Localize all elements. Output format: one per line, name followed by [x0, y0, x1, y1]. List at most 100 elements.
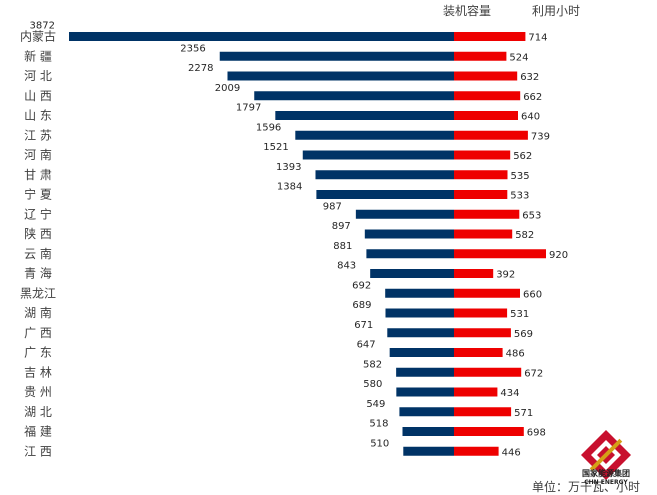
hours-value-label: 446	[502, 447, 521, 458]
hours-bar	[454, 308, 508, 318]
hours-value-label: 582	[515, 230, 534, 241]
hours-value-label: 672	[524, 368, 543, 379]
capacity-bar	[315, 170, 454, 180]
capacity-bar	[316, 190, 454, 199]
hours-bar	[454, 170, 508, 180]
capacity-value-label: 671	[354, 320, 373, 331]
capacity-value-label: 1384	[277, 182, 302, 193]
capacity-value-label: 881	[333, 241, 352, 252]
hours-bar	[454, 51, 507, 61]
hours-bar	[454, 229, 513, 239]
hours-value-label: 632	[520, 72, 539, 83]
capacity-bar	[402, 427, 454, 436]
capacity-value-label: 647	[357, 340, 376, 351]
unit-label: 单位：万千瓦、小时	[532, 480, 641, 494]
capacity-value-label: 3872	[30, 21, 55, 32]
capacity-value-label: 2278	[188, 63, 213, 74]
category-label: 湖 南	[24, 305, 52, 320]
category-label: 河 北	[24, 69, 52, 83]
hours-bar	[454, 427, 524, 436]
category-label: 广 西	[24, 326, 52, 340]
hours-value-label: 920	[549, 250, 568, 261]
capacity-value-label: 1521	[263, 142, 288, 153]
category-label: 青 海	[24, 266, 52, 281]
hours-bar	[454, 71, 518, 81]
hours-bar	[454, 367, 522, 377]
capacity-bar	[69, 32, 454, 41]
capacity-bar	[387, 328, 454, 338]
category-label: 湖 北	[24, 404, 52, 419]
capacity-bar	[302, 150, 454, 160]
hours-value-label: 653	[522, 210, 541, 221]
hours-value-label: 739	[531, 131, 550, 142]
capacity-value-label: 580	[363, 379, 382, 390]
category-label: 广 东	[24, 346, 52, 360]
capacity-bar	[385, 308, 454, 318]
hours-bar	[454, 91, 521, 101]
legend-capacity: 装机容量	[443, 3, 491, 18]
hours-value-label: 524	[509, 52, 528, 63]
capacity-bars	[69, 32, 454, 456]
category-label: 内蒙古	[20, 29, 56, 44]
capacity-bar	[295, 130, 454, 140]
capacity-value-label: 692	[352, 280, 371, 291]
hours-bar	[454, 111, 518, 120]
category-label: 江 西	[24, 444, 52, 458]
category-label: 山 东	[24, 109, 52, 123]
hours-bar	[454, 130, 528, 140]
category-label: 辽 宁	[24, 206, 52, 221]
hours-bar	[454, 288, 520, 298]
category-label: 吉 林	[24, 365, 52, 379]
capacity-bar	[355, 209, 454, 219]
category-label: 云 南	[24, 246, 52, 261]
hours-value-label: 531	[510, 309, 529, 320]
hours-value-label: 571	[514, 408, 533, 419]
capacity-bar	[364, 229, 454, 239]
hours-bar	[454, 387, 498, 397]
hours-bars	[454, 32, 546, 456]
category-label: 陕 西	[24, 226, 52, 241]
category-label: 江 苏	[24, 128, 52, 142]
capacity-bar	[396, 387, 454, 397]
capacity-bar	[370, 269, 454, 278]
hours-bar	[454, 249, 546, 259]
legend-hours: 利用小时	[532, 4, 580, 18]
capacity-value-label: 510	[370, 438, 389, 449]
hours-bar	[454, 209, 520, 219]
category-label: 河 南	[24, 147, 52, 162]
hours-value-label: 562	[513, 151, 532, 162]
hours-value-label: 434	[500, 388, 519, 399]
capacity-value-label: 897	[332, 221, 351, 232]
capacity-value-label: 2009	[215, 83, 240, 94]
category-label: 新 疆	[24, 48, 52, 63]
capacity-bar	[219, 51, 454, 61]
capacity-value-label: 2356	[180, 43, 205, 54]
category-label: 黑龙江	[20, 286, 56, 300]
legend: 装机容量 利用小时	[443, 3, 580, 18]
hours-bar	[454, 32, 526, 41]
capacity-bar	[389, 348, 454, 357]
hours-value-label: 392	[496, 270, 515, 281]
capacity-bar	[399, 407, 454, 417]
capacity-value-label: 843	[337, 261, 356, 272]
capacity-bar	[366, 249, 454, 259]
hours-bar	[454, 328, 511, 338]
capacity-bar	[254, 91, 454, 101]
hours-value-label: 714	[528, 33, 547, 44]
capacity-value-label: 1596	[256, 122, 281, 133]
capacity-value-label: 987	[323, 201, 342, 212]
hours-value-label: 662	[523, 92, 542, 103]
hours-value-label: 698	[527, 428, 546, 439]
capacity-bar	[275, 111, 454, 120]
hours-bar	[454, 407, 512, 417]
hours-value-label: 486	[506, 349, 525, 360]
category-label: 甘 肃	[24, 168, 52, 182]
category-label: 宁 夏	[24, 187, 52, 202]
capacity-value-label: 518	[369, 419, 388, 430]
capacity-value-label: 1393	[276, 162, 301, 173]
capacity-value-label: 582	[363, 359, 382, 370]
